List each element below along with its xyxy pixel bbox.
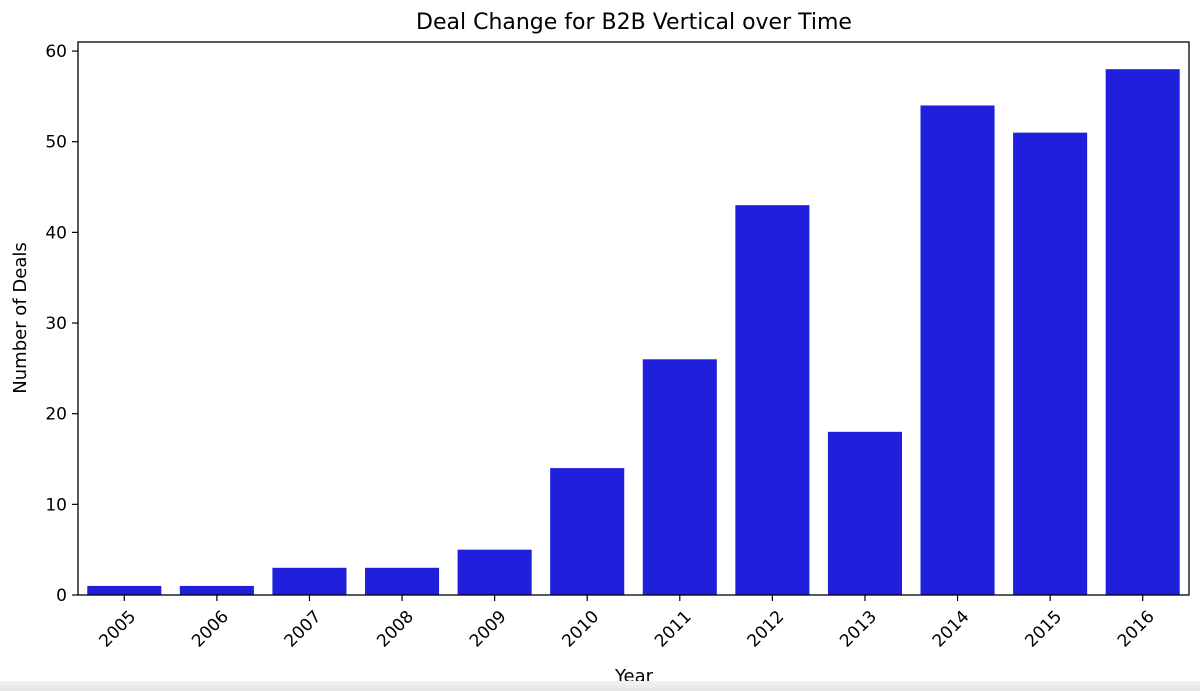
x-axis: 2005 2006 2007 2008 2009 2010 2011 2012 2013 2014… xyxy=(96,595,1159,652)
y-tick-label-0: 0 xyxy=(56,586,67,606)
bar-2011 xyxy=(642,359,717,595)
plot-frame xyxy=(77,41,1190,596)
x-tick-label-2008: 2008 xyxy=(373,607,418,652)
x-tick-label-2012: 2012 xyxy=(744,607,789,652)
x-tick-label-2015: 2015 xyxy=(1021,607,1066,652)
window-bottom-edge xyxy=(0,681,1200,691)
x-tick-label-2005: 2005 xyxy=(96,607,141,652)
bar-2008 xyxy=(365,567,440,595)
x-tick-label-2009: 2009 xyxy=(466,607,511,652)
bars xyxy=(87,69,1180,596)
x-tick-label-2014: 2014 xyxy=(929,607,974,652)
y-tick-label-10: 10 xyxy=(45,495,67,515)
bar-2012 xyxy=(735,205,810,595)
y-tick-label-30: 30 xyxy=(45,314,67,334)
bar-2014 xyxy=(920,105,995,595)
y-tick-label-40: 40 xyxy=(45,223,67,243)
x-tick-label-2011: 2011 xyxy=(651,607,696,652)
x-tick-label-2016: 2016 xyxy=(1114,607,1159,652)
bar-2009 xyxy=(457,549,532,595)
bar-2013 xyxy=(827,431,902,595)
x-tick-label-2006: 2006 xyxy=(188,607,233,652)
y-axis: 0 10 20 30 40 50 60 xyxy=(45,42,78,606)
chart-title: Deal Change for B2B Vertical over Time xyxy=(416,10,852,35)
y-tick-label-20: 20 xyxy=(45,405,67,425)
bar-2016 xyxy=(1105,69,1180,596)
bar-2006 xyxy=(179,585,254,595)
x-tick-label-2010: 2010 xyxy=(558,607,603,652)
y-tick-label-60: 60 xyxy=(45,42,67,62)
x-tick-label-2007: 2007 xyxy=(281,607,326,652)
bar-2010 xyxy=(550,468,625,595)
y-tick-label-50: 50 xyxy=(45,133,67,153)
bar-2007 xyxy=(272,567,347,595)
x-tick-label-2013: 2013 xyxy=(836,607,881,652)
bar-2005 xyxy=(87,585,162,595)
bar-2015 xyxy=(1013,132,1088,595)
y-axis-label: Number of Deals xyxy=(10,242,31,393)
